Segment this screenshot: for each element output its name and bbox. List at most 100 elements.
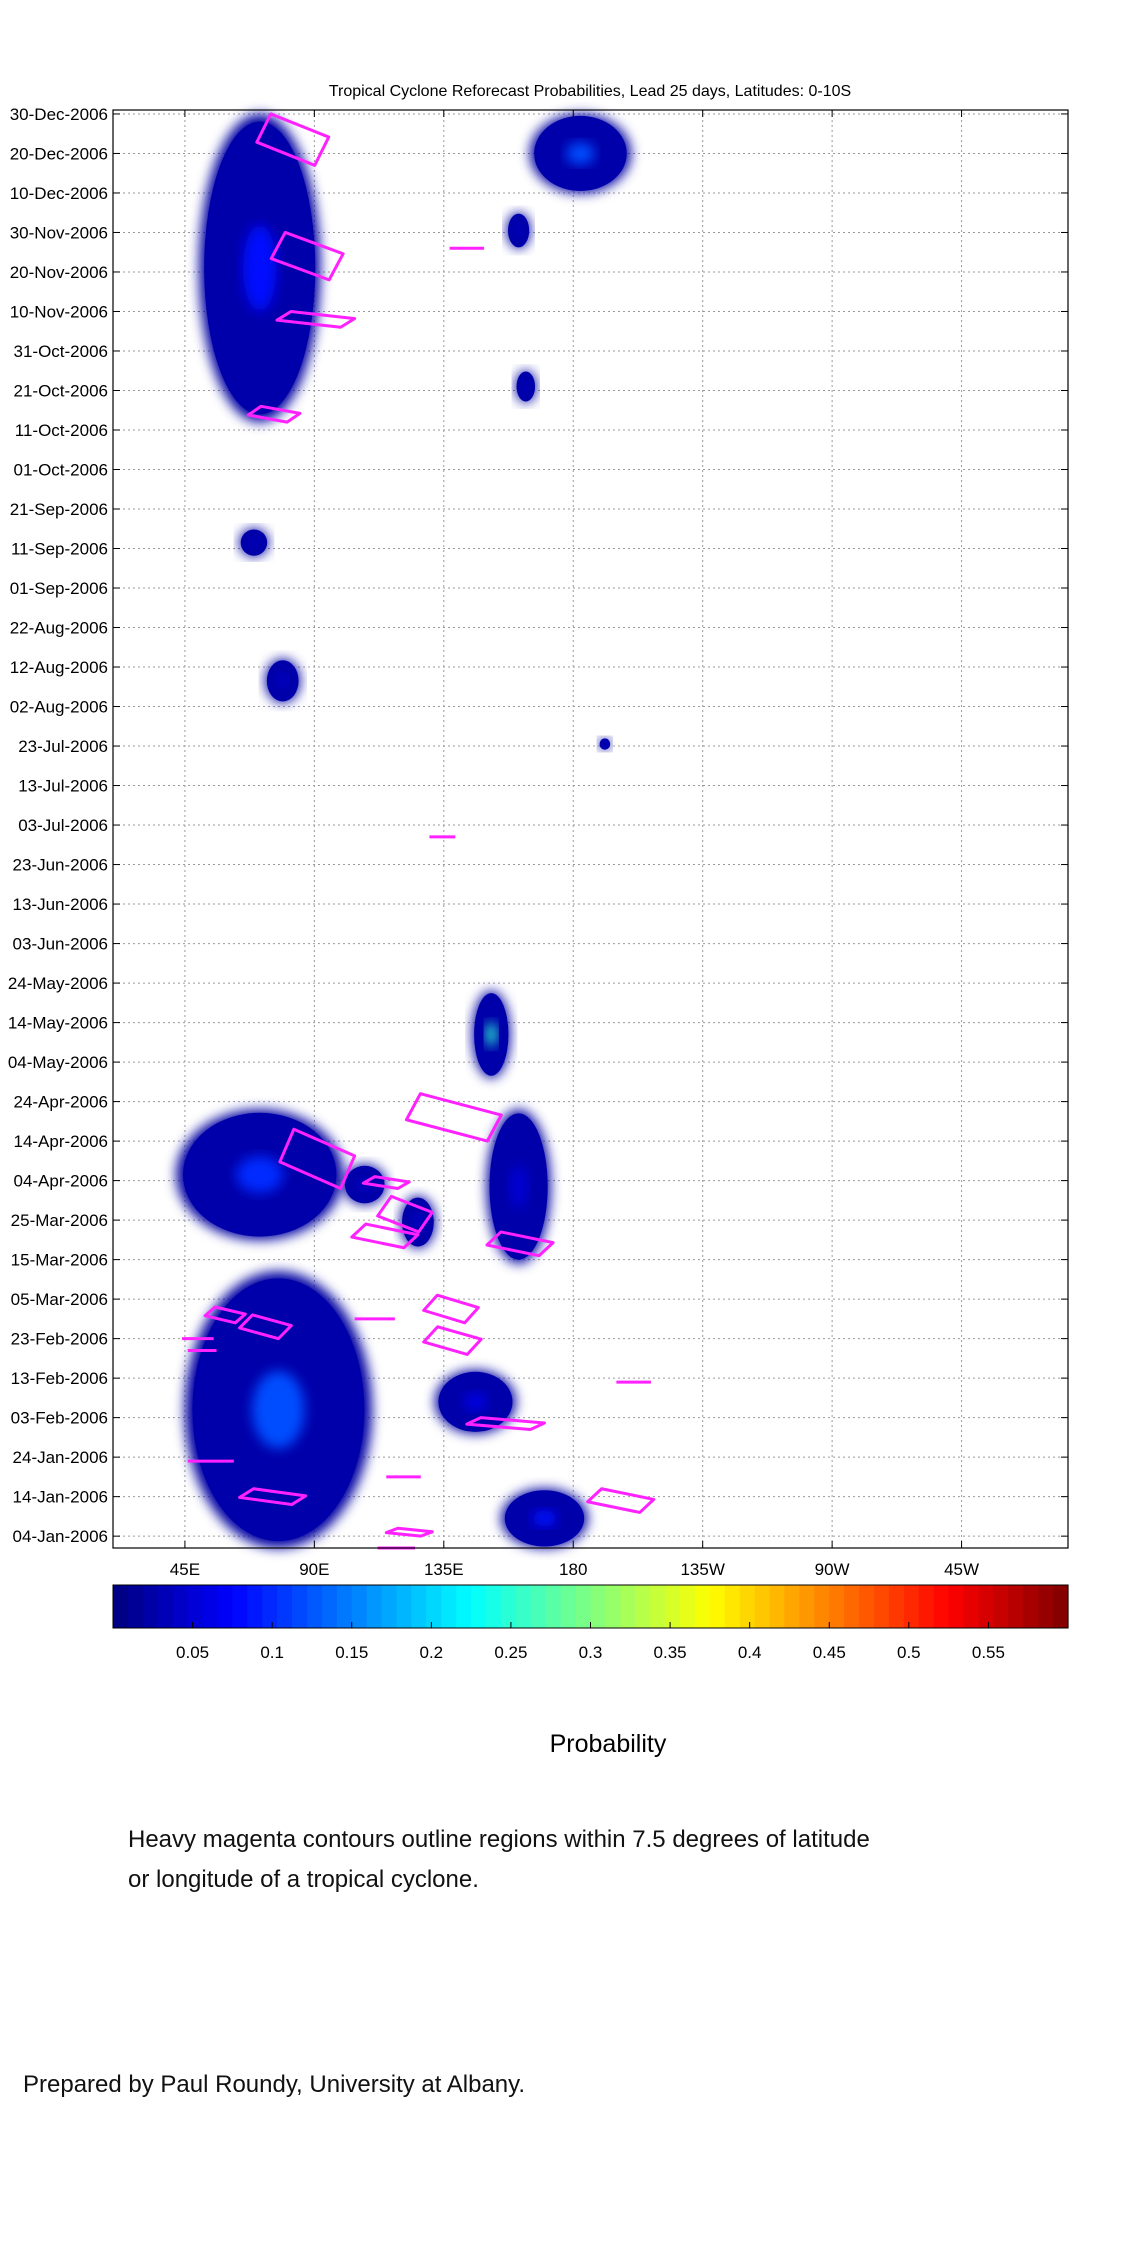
x-tick-label: 45W bbox=[944, 1560, 979, 1579]
colorbar-tick-label: 0.15 bbox=[335, 1643, 368, 1662]
colorbar-swatch bbox=[933, 1585, 950, 1628]
colorbar-tick-label: 0.55 bbox=[972, 1643, 1005, 1662]
y-tick-label: 21-Oct-2006 bbox=[14, 381, 109, 400]
probability-region bbox=[199, 113, 321, 423]
colorbar-swatch bbox=[441, 1585, 457, 1628]
colorbar-swatch bbox=[530, 1585, 547, 1628]
colorbar-swatch bbox=[187, 1585, 204, 1628]
colorbar-swatch bbox=[366, 1585, 383, 1628]
probability-region bbox=[400, 1196, 436, 1248]
colorbar-swatch bbox=[993, 1585, 1009, 1628]
y-tick-label: 12-Aug-2006 bbox=[10, 658, 108, 677]
colorbar-swatch bbox=[769, 1585, 786, 1628]
colorbar-tick-label: 0.05 bbox=[176, 1643, 209, 1662]
colorbar-swatch bbox=[471, 1585, 487, 1628]
colorbar-swatch bbox=[321, 1585, 338, 1628]
contour-note-line-2: or longitude of a tropical cyclone. bbox=[128, 1866, 479, 1893]
y-tick-label: 03-Jul-2006 bbox=[18, 816, 108, 835]
region-peak bbox=[522, 382, 529, 391]
x-tick-label: 135W bbox=[680, 1560, 724, 1579]
y-tick-label: 01-Sep-2006 bbox=[10, 579, 108, 598]
tc-contour bbox=[404, 1092, 503, 1143]
colorbar-tick-label: 0.4 bbox=[738, 1643, 762, 1662]
x-tick-label: 135E bbox=[424, 1560, 464, 1579]
colorbar-swatch bbox=[918, 1585, 935, 1628]
grid-lines bbox=[113, 110, 1068, 1548]
region-peak bbox=[464, 1392, 487, 1411]
y-tick-label: 24-May-2006 bbox=[8, 974, 108, 993]
y-tick-label: 15-Mar-2006 bbox=[11, 1251, 108, 1270]
colorbar-tick-label: 0.1 bbox=[260, 1643, 284, 1662]
region-peak bbox=[601, 741, 608, 748]
colorbar-tick-label: 0.35 bbox=[654, 1643, 687, 1662]
colorbar-swatch bbox=[351, 1585, 368, 1628]
y-tick-label: 24-Apr-2006 bbox=[13, 1093, 108, 1112]
tc-contour bbox=[203, 1305, 247, 1325]
tc-contour bbox=[376, 1194, 434, 1234]
colorbar-tick-label: 0.3 bbox=[579, 1643, 603, 1662]
tc-contour bbox=[422, 1325, 483, 1356]
region-peak bbox=[277, 674, 288, 687]
y-tick-label: 31-Oct-2006 bbox=[14, 342, 109, 361]
colorbar-swatch bbox=[560, 1585, 577, 1628]
colorbar-swatch bbox=[1008, 1585, 1024, 1628]
colorbar-swatch bbox=[814, 1585, 830, 1628]
plot-frame bbox=[112, 109, 1069, 1549]
tc-contour bbox=[586, 1487, 656, 1514]
tc-contour bbox=[465, 1416, 546, 1431]
y-tick-label: 22-Aug-2006 bbox=[10, 619, 108, 638]
region-peak bbox=[249, 538, 258, 547]
colorbar-swatch bbox=[948, 1585, 965, 1628]
tropical-cyclone-contours bbox=[182, 112, 656, 1550]
x-tick-label: 90W bbox=[815, 1560, 850, 1579]
colorbar-swatch bbox=[739, 1585, 756, 1628]
tc-contour bbox=[384, 1526, 434, 1538]
colorbar-swatch bbox=[575, 1585, 592, 1628]
y-tick-label: 11-Sep-2006 bbox=[11, 540, 108, 559]
colorbar-swatch bbox=[635, 1585, 651, 1628]
tc-contour bbox=[278, 1127, 357, 1190]
colorbar-swatch bbox=[859, 1585, 875, 1628]
colorbar-swatch bbox=[262, 1585, 278, 1628]
y-tick-label: 04-Apr-2006 bbox=[13, 1172, 108, 1191]
colorbar-swatch bbox=[844, 1585, 860, 1628]
y-tick-label: 24-Jan-2006 bbox=[13, 1448, 108, 1467]
colorbar-swatch bbox=[665, 1585, 681, 1628]
y-tick-label: 14-Apr-2006 bbox=[13, 1132, 108, 1151]
colorbar-tick-label: 0.2 bbox=[420, 1643, 444, 1662]
colorbar-swatch bbox=[292, 1585, 308, 1628]
y-tick-label: 14-May-2006 bbox=[8, 1014, 108, 1033]
y-tick-label: 13-Feb-2006 bbox=[11, 1369, 108, 1388]
y-tick-label: 23-Jun-2006 bbox=[13, 856, 108, 875]
y-tick-label: 30-Nov-2006 bbox=[10, 223, 108, 242]
colorbar-swatch bbox=[381, 1585, 398, 1628]
region-peak bbox=[242, 224, 277, 312]
credit-line: Prepared by Paul Roundy, University at A… bbox=[23, 2071, 526, 2098]
tc-contour bbox=[255, 112, 331, 167]
colorbar-swatch bbox=[172, 1585, 189, 1628]
y-tick-label: 14-Jan-2006 bbox=[13, 1488, 108, 1507]
colorbar-swatch bbox=[903, 1585, 920, 1628]
colorbar-swatch bbox=[500, 1585, 517, 1628]
x-tick-label: 90E bbox=[299, 1560, 329, 1579]
colorbar-swatch bbox=[127, 1585, 144, 1628]
tc-contour bbox=[275, 309, 357, 329]
y-tick-label: 13-Jun-2006 bbox=[13, 895, 108, 914]
colorbar-swatch bbox=[605, 1585, 621, 1628]
colorbar-tick-label: 0.45 bbox=[813, 1643, 846, 1662]
region-peak bbox=[236, 1156, 284, 1193]
colorbar-swatch bbox=[680, 1585, 696, 1628]
colorbar-swatch bbox=[306, 1585, 323, 1628]
colorbar-swatch bbox=[829, 1585, 845, 1628]
y-tick-label: 04-Jan-2006 bbox=[13, 1527, 108, 1546]
colorbar-swatch bbox=[978, 1585, 994, 1628]
y-tick-label: 01-Oct-2006 bbox=[14, 461, 109, 480]
colorbar-swatch bbox=[396, 1585, 413, 1628]
colorbar-swatch bbox=[456, 1585, 472, 1628]
y-tick-label: 02-Aug-2006 bbox=[10, 698, 108, 717]
colorbar-swatch bbox=[486, 1585, 502, 1628]
probability-region bbox=[184, 1271, 372, 1548]
colorbar-swatch bbox=[217, 1585, 233, 1628]
region-peak bbox=[252, 1371, 305, 1449]
probability-region bbox=[501, 1488, 588, 1548]
